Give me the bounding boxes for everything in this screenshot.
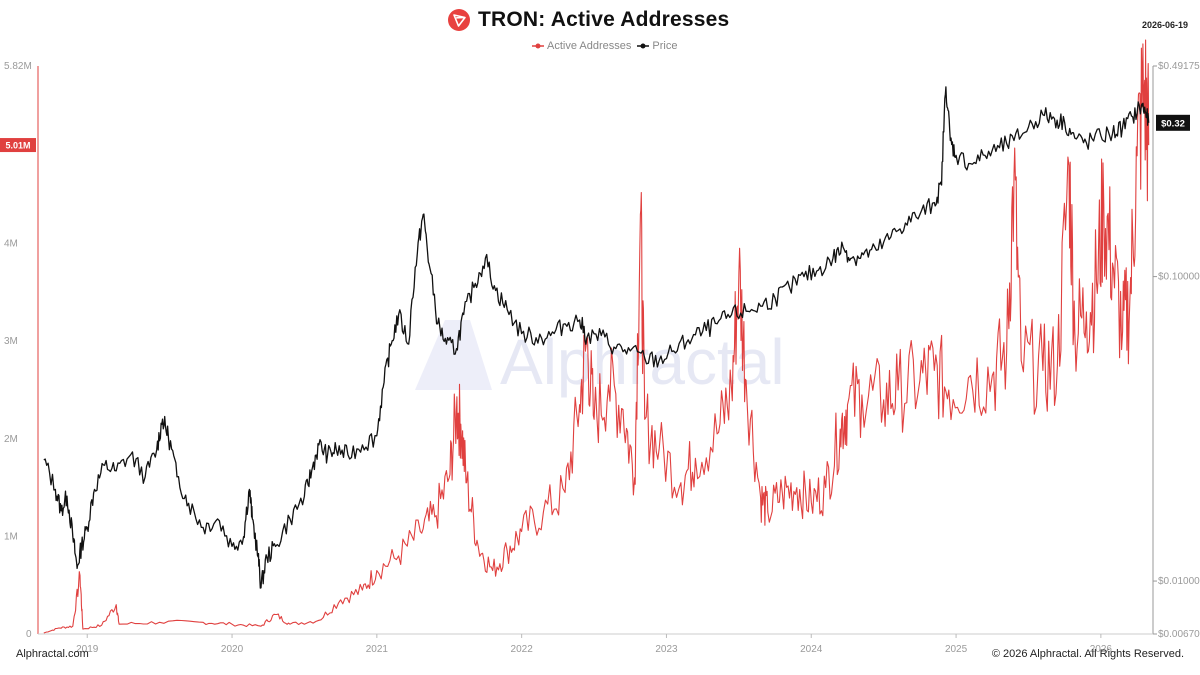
- active-current-label: 5.01M: [5, 141, 30, 151]
- series-price: [43, 86, 1150, 589]
- left-tick-label: 1M: [4, 531, 18, 542]
- right-axis-ticks: $0.00670 $0.01000 $0.10000 $0.49175: [1153, 61, 1200, 640]
- chart-header: TRON: Active Addresses 2026-06-19: [0, 6, 1200, 40]
- active-current-badge: [0, 138, 36, 153]
- footer-copyright: © 2026 Alphractal. All Rights Reserved.: [991, 648, 1184, 660]
- watermark-logo-icon: [415, 320, 492, 390]
- x-tick-label: 2021: [366, 644, 389, 655]
- right-tick-label: $0.10000: [1158, 272, 1200, 283]
- right-tick-label: $0.01000: [1158, 576, 1200, 587]
- footer-brand[interactable]: Alphractal.com: [16, 648, 89, 660]
- title-group: TRON: Active Addresses: [448, 8, 729, 32]
- left-tick-label: 3M: [4, 336, 18, 347]
- active-addresses-line: [43, 39, 1150, 634]
- axes: [37, 66, 1154, 635]
- price-current-badge: [1156, 114, 1190, 131]
- series-active-addresses: [43, 39, 1150, 634]
- legend: Active Addresses Price: [532, 40, 683, 52]
- x-tick-label: 2019: [76, 644, 99, 655]
- chart-date: 2026-06-19: [1141, 20, 1188, 30]
- legend-marker-red-icon: [532, 43, 544, 49]
- tron-logo-icon: [448, 9, 470, 31]
- legend-item-price[interactable]: Price: [637, 40, 677, 52]
- x-tick-label: 2020: [221, 644, 244, 655]
- x-tick-label: 2026: [1090, 644, 1113, 655]
- price-current-label: $0.32: [1161, 118, 1185, 129]
- x-tick-label: 2025: [945, 644, 968, 655]
- price-line: [43, 86, 1150, 589]
- current-value-badges: 5.01M $0.32: [0, 114, 1190, 153]
- legend-marker-black-icon: [637, 43, 650, 49]
- left-tick-label: 4M: [4, 239, 18, 250]
- legend-label-active-addresses: Active Addresses: [547, 40, 632, 52]
- right-tick-label: $0.49175: [1158, 61, 1200, 72]
- left-axis-ticks: 1M 2M 3M 4M 5.82M 0: [4, 61, 32, 640]
- left-tick-label-zero: 0: [26, 629, 32, 640]
- x-axis-ticks: 2019 2020 2021 2022 2023 2024 2025 2026: [76, 634, 1112, 655]
- left-tick-label: 2M: [4, 434, 18, 445]
- legend-label-price: Price: [652, 40, 678, 52]
- right-tick-label: $0.00670: [1158, 629, 1200, 640]
- x-tick-label: 2022: [511, 644, 534, 655]
- left-tick-label: 5.82M: [4, 61, 32, 72]
- legend-item-active-addresses[interactable]: Active Addresses: [532, 40, 631, 52]
- x-tick-label: 2024: [800, 644, 823, 655]
- x-tick-label: 2023: [655, 644, 678, 655]
- chart-title: TRON: Active Addresses: [478, 8, 730, 31]
